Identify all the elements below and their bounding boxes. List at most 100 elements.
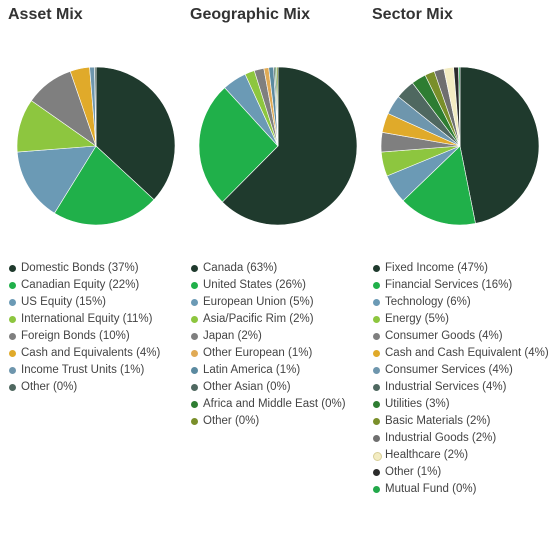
pie-slice-canada bbox=[221, 66, 358, 226]
legend-swatch bbox=[9, 384, 16, 391]
geographic-mix-pie bbox=[198, 66, 358, 226]
sector-mix-legend: Fixed Income (47%) Financial Services (16… bbox=[372, 262, 548, 500]
legend-swatch bbox=[373, 401, 380, 408]
sector-mix-title: Sector Mix bbox=[372, 6, 453, 23]
legend-label: Industrial Services (4%) bbox=[385, 381, 507, 393]
legend-swatch bbox=[9, 282, 16, 289]
legend-item-foreign-bonds: Foreign Bonds (10%) bbox=[8, 330, 188, 343]
legend-label: Latin America (1%) bbox=[203, 364, 301, 376]
legend-swatch bbox=[373, 367, 380, 374]
pie-slice-mutual-fund bbox=[458, 66, 461, 147]
legend-swatch bbox=[191, 299, 198, 306]
legend-label: Cash and Equivalents (4%) bbox=[21, 347, 161, 359]
pie-slice-other bbox=[276, 66, 279, 147]
legend-swatch bbox=[373, 452, 382, 461]
legend-label: Industrial Goods (2%) bbox=[385, 432, 497, 444]
asset-mix-pie bbox=[16, 66, 176, 226]
legend-swatch bbox=[373, 435, 380, 442]
legend-item-financial-services: Financial Services (16%) bbox=[372, 279, 548, 292]
legend-swatch bbox=[9, 367, 16, 374]
legend-swatch bbox=[373, 418, 380, 425]
asset-mix-panel: Asset Mix Domestic Bonds (37%) Canadian E… bbox=[8, 0, 188, 549]
legend-swatch bbox=[373, 333, 380, 340]
legend-item-cash-and-cash-equivalent: Cash and Cash Equivalent (4%) bbox=[372, 347, 548, 360]
legend-item-income-trust-units: Income Trust Units (1%) bbox=[8, 364, 188, 377]
legend-label: Asia/Pacific Rim (2%) bbox=[203, 313, 314, 325]
legend-label: US Equity (15%) bbox=[21, 296, 107, 308]
legend-label: Other Asian (0%) bbox=[203, 381, 291, 393]
legend-label: Healthcare (2%) bbox=[385, 449, 469, 461]
legend-item-international-equity: International Equity (11%) bbox=[8, 313, 188, 326]
legend-swatch bbox=[373, 316, 380, 323]
legend-item-industrial-goods: Industrial Goods (2%) bbox=[372, 432, 548, 445]
legend-item-other-european: Other European (1%) bbox=[190, 347, 370, 360]
legend-label: Other (0%) bbox=[203, 415, 260, 427]
legend-swatch bbox=[191, 316, 198, 323]
legend-item-consumer-goods: Consumer Goods (4%) bbox=[372, 330, 548, 343]
legend-label: Income Trust Units (1%) bbox=[21, 364, 145, 376]
legend-swatch bbox=[9, 265, 16, 272]
legend-swatch bbox=[191, 367, 198, 374]
legend-item-basic-materials: Basic Materials (2%) bbox=[372, 415, 548, 428]
sector-mix-panel: Sector Mix Fixed Income (47%) Financial S… bbox=[372, 0, 548, 549]
legend-item-european-union: European Union (5%) bbox=[190, 296, 370, 309]
legend-swatch bbox=[191, 282, 198, 289]
legend-label: Energy (5%) bbox=[385, 313, 449, 325]
asset-mix-legend: Domestic Bonds (37%) Canadian Equity (22%… bbox=[8, 262, 188, 398]
pie-slice-united-states bbox=[198, 87, 279, 203]
legend-item-utilities: Utilities (3%) bbox=[372, 398, 548, 411]
legend-label: Japan (2%) bbox=[203, 330, 262, 342]
legend-item-other-asian: Other Asian (0%) bbox=[190, 381, 370, 394]
legend-item-technology: Technology (6%) bbox=[372, 296, 548, 309]
legend-swatch bbox=[373, 350, 380, 357]
legend-swatch bbox=[191, 384, 198, 391]
legend-swatch bbox=[191, 333, 198, 340]
legend-swatch bbox=[9, 333, 16, 340]
legend-swatch bbox=[373, 384, 380, 391]
pie-slice-canadian-equity bbox=[53, 145, 155, 226]
pie-slice-domestic-bonds bbox=[95, 66, 176, 201]
legend-swatch bbox=[191, 418, 198, 425]
legend-item-consumer-services: Consumer Services (4%) bbox=[372, 364, 548, 377]
legend-label: Basic Materials (2%) bbox=[385, 415, 491, 427]
legend-swatch bbox=[373, 265, 380, 272]
legend-item-other: Other (0%) bbox=[190, 415, 370, 428]
legend-label: Financial Services (16%) bbox=[385, 279, 513, 291]
geographic-mix-panel: Geographic Mix Canada (63%) United States… bbox=[190, 0, 370, 549]
asset-mix-title: Asset Mix bbox=[8, 6, 83, 23]
geographic-mix-legend: Canada (63%) United States (26%) European … bbox=[190, 262, 370, 432]
legend-swatch bbox=[373, 299, 380, 306]
legend-label: Mutual Fund (0%) bbox=[385, 483, 477, 495]
legend-label: International Equity (11%) bbox=[21, 313, 153, 325]
legend-label: Cash and Cash Equivalent (4%) bbox=[385, 347, 548, 359]
legend-swatch bbox=[191, 265, 198, 272]
legend-swatch bbox=[373, 469, 380, 476]
legend-item-energy: Energy (5%) bbox=[372, 313, 548, 326]
legend-swatch bbox=[9, 316, 16, 323]
legend-label: Consumer Goods (4%) bbox=[385, 330, 503, 342]
legend-item-united-states: United States (26%) bbox=[190, 279, 370, 292]
legend-label: Utilities (3%) bbox=[385, 398, 450, 410]
pie-slice-financial-services bbox=[402, 145, 476, 226]
legend-swatch bbox=[9, 299, 16, 306]
legend-item-other: Other (1%) bbox=[372, 466, 548, 479]
legend-item-domestic-bonds: Domestic Bonds (37%) bbox=[8, 262, 188, 275]
legend-item-us-equity: US Equity (15%) bbox=[8, 296, 188, 309]
legend-label: Foreign Bonds (10%) bbox=[21, 330, 130, 342]
legend-label: Other (1%) bbox=[385, 466, 442, 478]
legend-item-cash-and-equivalents: Cash and Equivalents (4%) bbox=[8, 347, 188, 360]
legend-item-industrial-services: Industrial Services (4%) bbox=[372, 381, 548, 394]
legend-swatch bbox=[191, 401, 198, 408]
pie-slice-other bbox=[94, 66, 97, 147]
legend-label: Consumer Services (4%) bbox=[385, 364, 513, 376]
legend-swatch bbox=[191, 350, 198, 357]
legend-label: Other (0%) bbox=[21, 381, 78, 393]
legend-item-other: Other (0%) bbox=[8, 381, 188, 394]
legend-label: Other European (1%) bbox=[203, 347, 313, 359]
legend-label: United States (26%) bbox=[203, 279, 306, 291]
legend-label: Fixed Income (47%) bbox=[385, 262, 488, 274]
pie-slice-fixed-income bbox=[459, 66, 540, 224]
legend-item-asia-pacific-rim: Asia/Pacific Rim (2%) bbox=[190, 313, 370, 326]
geographic-mix-title: Geographic Mix bbox=[190, 6, 311, 23]
legend-label: Canada (63%) bbox=[203, 262, 278, 274]
